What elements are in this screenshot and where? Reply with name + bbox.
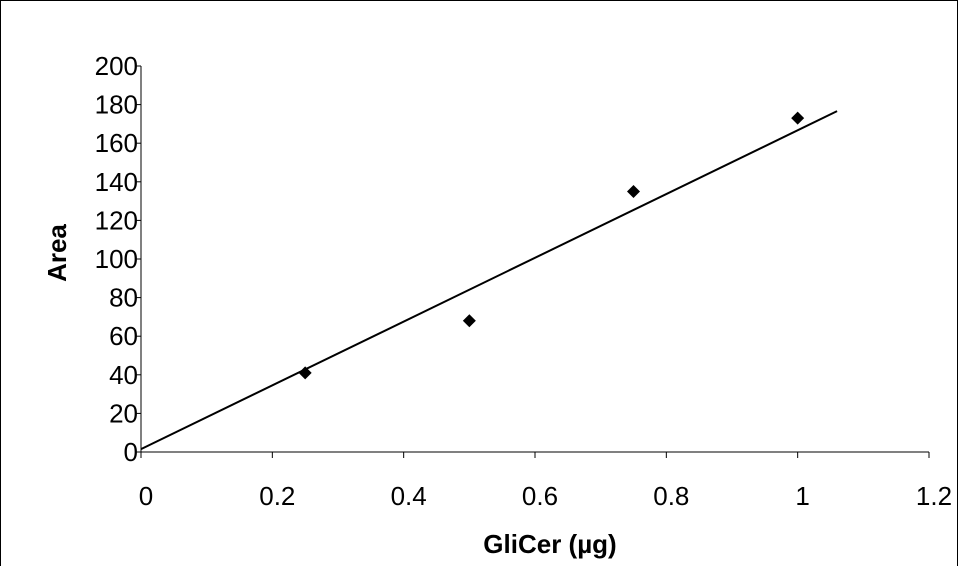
- y-tick-label: 100: [95, 244, 138, 274]
- x-tick-label: 0: [139, 481, 153, 511]
- x-tick-label: 0.8: [653, 481, 689, 511]
- x-tick-label: 0.4: [391, 481, 427, 511]
- x-tick-label: 1: [795, 481, 809, 511]
- y-tick-label: 20: [109, 398, 138, 428]
- trendline: [140, 110, 838, 451]
- y-tick-label: 160: [95, 128, 138, 158]
- x-tick-label: 0.6: [522, 481, 558, 511]
- data-points: [298, 111, 805, 380]
- y-tick-label: 120: [95, 205, 138, 235]
- y-tick-label: 60: [109, 321, 138, 351]
- y-axis-title: Area: [42, 224, 72, 282]
- data-point: [791, 111, 805, 125]
- y-tick-label: 140: [95, 167, 138, 197]
- y-ticks: 0 20 40 60 80 100 120 140 160 180 200: [95, 51, 141, 467]
- data-point: [462, 314, 476, 328]
- x-tick-label: 0.2: [259, 481, 295, 511]
- y-tick-label: 0: [124, 437, 138, 467]
- data-point: [298, 366, 312, 380]
- y-tick-label: 40: [109, 360, 138, 390]
- x-ticks: 0 0.2 0.4 0.6 0.8 1 1.2: [139, 452, 952, 511]
- y-tick-label: 80: [109, 283, 138, 313]
- y-tick-label: 200: [95, 51, 138, 81]
- x-axis-title: GliCer (µg): [483, 529, 616, 559]
- data-point: [627, 184, 640, 198]
- y-tick-label: 180: [95, 90, 138, 120]
- x-tick-label: 1.2: [916, 481, 952, 511]
